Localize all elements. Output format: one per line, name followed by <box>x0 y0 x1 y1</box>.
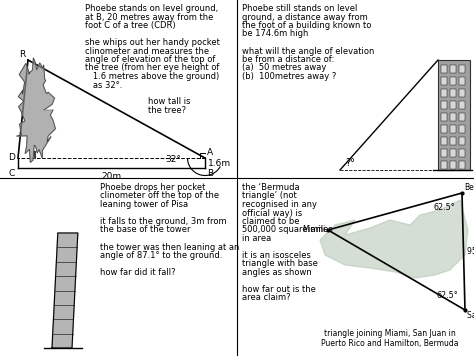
Text: it falls to the ground, 3m from: it falls to the ground, 3m from <box>100 217 227 226</box>
Bar <box>450 89 456 97</box>
Bar <box>459 137 465 145</box>
Text: the foot of a building known to: the foot of a building known to <box>242 21 371 30</box>
Text: official way) is: official way) is <box>242 209 302 218</box>
Text: in area: in area <box>242 234 271 243</box>
Text: how far out is the: how far out is the <box>242 285 316 294</box>
Text: Phoebe still stands on level: Phoebe still stands on level <box>242 4 357 13</box>
Text: Miami: Miami <box>303 225 326 235</box>
Text: the base of the tower: the base of the tower <box>100 225 191 235</box>
Bar <box>441 113 447 121</box>
Text: 32°: 32° <box>165 155 181 164</box>
Polygon shape <box>52 233 78 348</box>
Bar <box>459 89 465 97</box>
Text: (a)  50 metres away: (a) 50 metres away <box>242 63 327 73</box>
Text: the tower was then leaning at an: the tower was then leaning at an <box>100 242 239 251</box>
Text: she whips out her handy pocket: she whips out her handy pocket <box>85 38 220 47</box>
Bar <box>441 101 447 109</box>
Text: 500,000 square miles: 500,000 square miles <box>242 225 333 235</box>
Text: Phoebe drops her pocket: Phoebe drops her pocket <box>100 183 205 192</box>
Bar <box>441 149 447 157</box>
Bar <box>450 125 456 133</box>
Text: clinometer off the top of the: clinometer off the top of the <box>100 192 219 200</box>
Polygon shape <box>320 200 468 278</box>
Bar <box>450 113 456 121</box>
Text: 62.5°: 62.5° <box>437 291 459 300</box>
Text: Phoebe stands on level ground,: Phoebe stands on level ground, <box>85 4 218 13</box>
Text: ?°: ?° <box>345 158 355 168</box>
Text: angle of elevation of the top of: angle of elevation of the top of <box>85 55 215 64</box>
Text: what will the angle of elevation: what will the angle of elevation <box>242 47 374 56</box>
Text: at B, 20 metres away from the: at B, 20 metres away from the <box>85 12 213 21</box>
Bar <box>441 137 447 145</box>
Text: 20m: 20m <box>101 172 121 181</box>
Text: be from a distance of:: be from a distance of: <box>242 55 334 64</box>
Text: claimed to be: claimed to be <box>242 217 300 226</box>
Text: how far did it fall?: how far did it fall? <box>100 268 176 277</box>
Text: it is an isosceles: it is an isosceles <box>242 251 311 260</box>
Bar <box>441 125 447 133</box>
Polygon shape <box>17 58 55 162</box>
Text: San Juan: San Juan <box>467 311 474 320</box>
Bar <box>441 77 447 85</box>
Text: foot C of a tree (CDR): foot C of a tree (CDR) <box>85 21 176 30</box>
Bar <box>459 149 465 157</box>
Bar <box>459 101 465 109</box>
Text: recognised in any: recognised in any <box>242 200 317 209</box>
Text: the ‘Bermuda: the ‘Bermuda <box>242 183 300 192</box>
Bar <box>459 125 465 133</box>
Bar <box>450 161 456 169</box>
Bar <box>459 113 465 121</box>
Text: Bermuda: Bermuda <box>464 183 474 192</box>
Text: triangle’ (not: triangle’ (not <box>242 192 297 200</box>
Text: 1.6m: 1.6m <box>208 158 231 168</box>
Bar <box>450 65 456 73</box>
Text: C: C <box>9 169 15 178</box>
Text: triangle with base: triangle with base <box>242 260 318 268</box>
Text: R: R <box>19 50 25 59</box>
Bar <box>459 77 465 85</box>
Text: area claim?: area claim? <box>242 293 291 303</box>
Bar <box>459 161 465 169</box>
Text: angles as shown: angles as shown <box>242 268 312 277</box>
Text: how tall is: how tall is <box>148 98 191 106</box>
Text: ground, a distance away from: ground, a distance away from <box>242 12 368 21</box>
Text: 62.5°: 62.5° <box>434 203 456 212</box>
Bar <box>441 89 447 97</box>
Text: A: A <box>207 148 213 157</box>
Text: B: B <box>207 169 213 178</box>
Bar <box>441 161 447 169</box>
Bar <box>450 137 456 145</box>
Bar <box>450 149 456 157</box>
Text: triangle joining Miami, San Juan in
Puerto Rico and Hamilton, Bermuda: triangle joining Miami, San Juan in Puer… <box>321 329 459 348</box>
Bar <box>441 65 447 73</box>
Bar <box>450 77 456 85</box>
Bar <box>438 60 470 170</box>
Text: be 174.6m high: be 174.6m high <box>242 30 309 38</box>
Text: as 32°.: as 32°. <box>85 80 122 89</box>
Text: the tree (from her eye height of: the tree (from her eye height of <box>85 63 219 73</box>
Text: D: D <box>8 153 15 162</box>
Text: clinometer and measures the: clinometer and measures the <box>85 47 209 56</box>
Bar <box>450 101 456 109</box>
Text: leaning tower of Pisa: leaning tower of Pisa <box>100 200 188 209</box>
Bar <box>459 65 465 73</box>
Text: 1.6 metres above the ground): 1.6 metres above the ground) <box>85 72 219 81</box>
Text: 954.8 miles: 954.8 miles <box>467 247 474 256</box>
Text: angle of 87.1° to the ground.: angle of 87.1° to the ground. <box>100 251 222 260</box>
Text: the tree?: the tree? <box>148 106 186 115</box>
Text: (b)  100metres away ?: (b) 100metres away ? <box>242 72 337 81</box>
